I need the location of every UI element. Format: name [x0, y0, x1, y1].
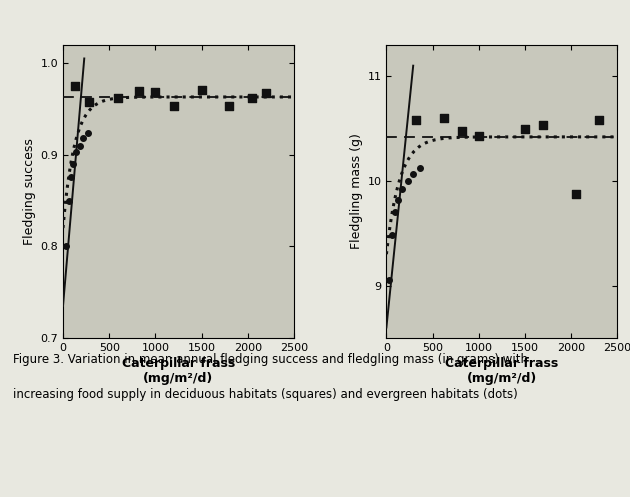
- Point: [397, 185, 407, 193]
- X-axis label: Caterpillar frass
(mg/m²/d): Caterpillar frass (mg/m²/d): [122, 357, 235, 385]
- Y-axis label: Fledging success: Fledging success: [23, 138, 36, 245]
- Point: [457, 127, 467, 135]
- Point: [415, 165, 425, 172]
- Point: [390, 208, 400, 216]
- Point: [78, 134, 88, 142]
- X-axis label: Caterpillar frass
(mg/m²/d): Caterpillar frass (mg/m²/d): [445, 357, 559, 385]
- Y-axis label: Fledgling mass (g): Fledgling mass (g): [350, 133, 364, 249]
- Point: [197, 85, 207, 93]
- Point: [113, 94, 123, 102]
- Point: [84, 98, 94, 106]
- Point: [71, 148, 81, 156]
- Point: [539, 121, 549, 129]
- Point: [70, 82, 80, 90]
- Point: [169, 102, 179, 110]
- Point: [474, 132, 484, 140]
- Point: [64, 196, 74, 204]
- Point: [134, 86, 144, 94]
- Point: [384, 276, 394, 284]
- Point: [74, 142, 84, 150]
- Point: [68, 160, 78, 168]
- Point: [403, 177, 413, 185]
- Point: [66, 172, 76, 180]
- Point: [151, 88, 161, 96]
- Text: Figure 3. Variation in mean annual fledging success and fledgling mass (in grams: Figure 3. Variation in mean annual fledg…: [13, 353, 527, 366]
- Text: increasing food supply in deciduous habitats (squares) and evergreen habitats (d: increasing food supply in deciduous habi…: [13, 388, 517, 401]
- Point: [224, 102, 234, 110]
- Point: [594, 116, 604, 124]
- Point: [60, 243, 71, 250]
- Point: [520, 125, 530, 133]
- Point: [411, 116, 421, 124]
- Point: [393, 196, 403, 204]
- Point: [261, 89, 272, 97]
- Point: [387, 231, 397, 239]
- Point: [83, 129, 93, 137]
- Point: [571, 190, 581, 198]
- Point: [408, 169, 418, 177]
- Point: [248, 94, 258, 102]
- Point: [438, 114, 449, 122]
